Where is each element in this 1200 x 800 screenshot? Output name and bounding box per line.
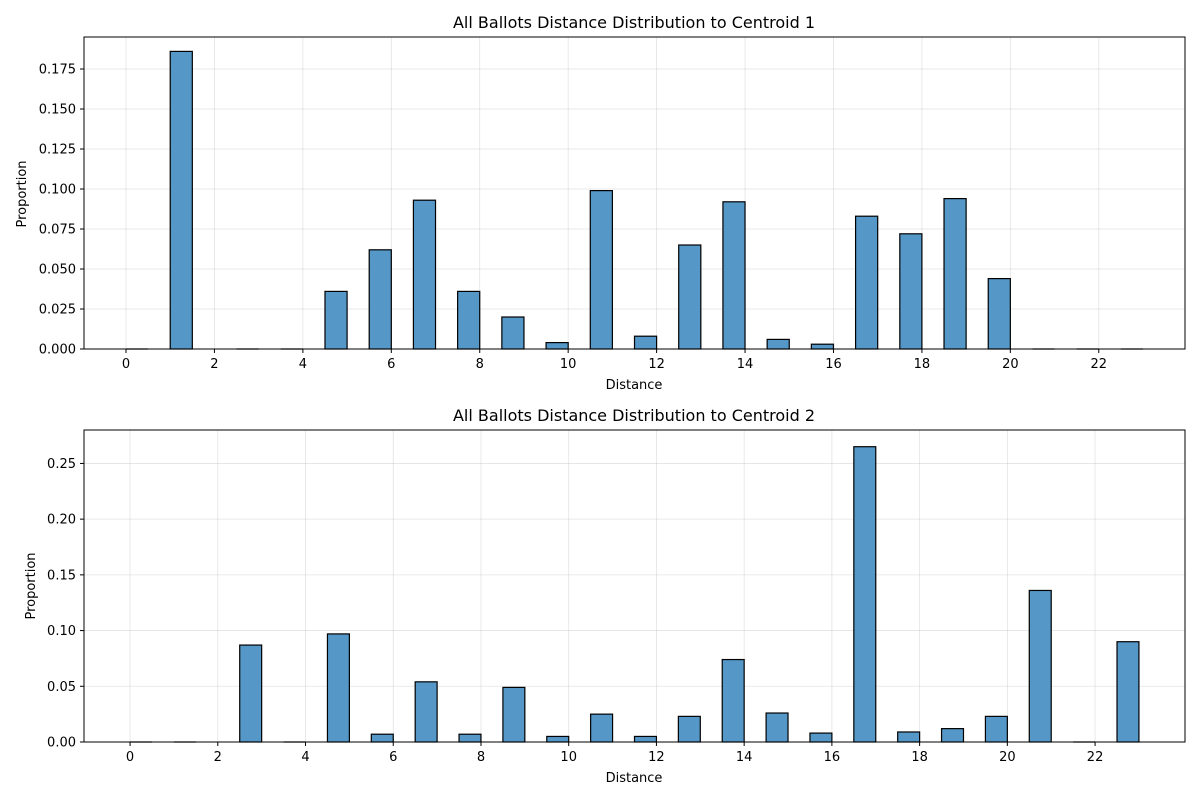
histogram-bar (546, 735, 570, 743)
gridlines (84, 37, 1185, 350)
x-tick-label: 12 (648, 750, 665, 765)
x-tick-label: 8 (477, 750, 485, 765)
y-tick-label: 0.025 (39, 303, 76, 318)
y-tick-label: 0.175 (39, 63, 76, 78)
histogram-bar (809, 732, 833, 743)
bars (130, 446, 1140, 743)
chart-title: All Ballots Distance Distribution to Cen… (453, 406, 815, 425)
x-tick-label: 22 (1087, 750, 1104, 765)
x-tick-label: 10 (560, 357, 577, 372)
chart-title: All Ballots Distance Distribution to Cen… (453, 13, 815, 32)
x-tick-label: 16 (824, 750, 841, 765)
histogram-bar (897, 731, 921, 743)
x-tick-label: 14 (736, 750, 753, 765)
y-tick-label: 0.15 (47, 568, 76, 583)
histogram-bar (899, 233, 923, 350)
histogram-bar (722, 201, 746, 350)
x-tick-label: 6 (387, 357, 395, 372)
histogram-bar (412, 199, 437, 350)
histogram-bar (1028, 589, 1052, 743)
histogram-bar (853, 446, 877, 743)
y-axis-label: Proportion (15, 160, 30, 227)
histogram-bar (765, 712, 789, 743)
y-tick-label: 0.150 (39, 103, 76, 118)
y-tick-label: 0.10 (47, 624, 76, 639)
y-tick-label: 0.00 (47, 736, 76, 751)
x-tick-label: 12 (648, 357, 665, 372)
histogram-bar (545, 342, 569, 350)
x-tick-label: 20 (1002, 357, 1019, 372)
y-tick-label: 0.20 (47, 513, 76, 528)
y-axis-label: Proportion (24, 552, 39, 619)
x-tick-label: 4 (301, 750, 309, 765)
histogram-bar (501, 316, 525, 350)
histogram-bar (721, 658, 745, 743)
x-tick-label: 10 (560, 750, 577, 765)
histogram-bar (633, 735, 658, 743)
histogram-bar (169, 50, 193, 350)
axis-ticks: 0 2 4 6 8 10 12 14 16 18 20 22 0.000 0.025 0.050 0.075 0… (39, 63, 1107, 373)
gridlines (84, 430, 1185, 743)
histogram-bar (987, 278, 1011, 350)
y-tick-label: 0.050 (39, 263, 76, 278)
histogram-bar (940, 728, 965, 743)
histogram-bar (589, 190, 613, 350)
histogram-bar (984, 715, 1008, 743)
y-tick-label: 0.125 (39, 143, 76, 158)
chart-panel-centroid-1: All Ballots Distance Distribution to Cen… (15, 13, 1186, 393)
histogram-bar (457, 290, 481, 350)
x-tick-label: 2 (210, 357, 218, 372)
x-tick-label: 18 (914, 357, 931, 372)
x-tick-label: 0 (126, 750, 134, 765)
histogram-bar (810, 343, 835, 350)
x-tick-label: 6 (389, 750, 397, 765)
histogram-bar (458, 733, 482, 743)
y-tick-label: 0.100 (39, 183, 76, 198)
x-tick-label: 14 (737, 357, 754, 372)
x-tick-label: 0 (122, 357, 130, 372)
y-tick-label: 0.075 (39, 223, 76, 238)
y-tick-label: 0.25 (47, 457, 76, 472)
x-axis-label: Distance (606, 378, 663, 393)
histogram-bar (368, 249, 392, 350)
plot-frame (83, 36, 1186, 350)
histogram-bar (326, 633, 350, 743)
histogram-bar (943, 198, 967, 350)
x-tick-label: 18 (911, 750, 928, 765)
plot-frame (83, 429, 1186, 743)
histogram-bar (854, 215, 879, 350)
chart-panel-centroid-2: All Ballots Distance Distribution to Cen… (24, 406, 1186, 786)
x-tick-label: 16 (825, 357, 842, 372)
histogram-bar (239, 644, 263, 743)
histogram-bar (677, 715, 701, 743)
axis-ticks: 0 2 4 6 8 10 12 14 16 18 20 22 0.00 0.05 0.10 0.15 0.20 0… (47, 457, 1103, 765)
x-tick-label: 22 (1091, 357, 1108, 372)
x-tick-label: 2 (214, 750, 222, 765)
x-tick-label: 4 (299, 357, 307, 372)
histogram-bar (414, 681, 438, 743)
histogram-bar (324, 290, 348, 350)
x-axis-label: Distance (606, 771, 663, 786)
histogram-bar (1116, 641, 1140, 743)
histogram-bar (590, 713, 614, 743)
histogram-bar (766, 338, 790, 350)
histogram-bar (502, 686, 526, 743)
bars (126, 50, 1143, 350)
histogram-bar (678, 244, 702, 350)
y-tick-label: 0.000 (39, 343, 76, 358)
x-tick-label: 20 (999, 750, 1016, 765)
x-tick-label: 8 (476, 357, 484, 372)
y-tick-label: 0.05 (47, 680, 76, 695)
histogram-bar (370, 733, 394, 743)
histogram-bar (633, 335, 658, 350)
